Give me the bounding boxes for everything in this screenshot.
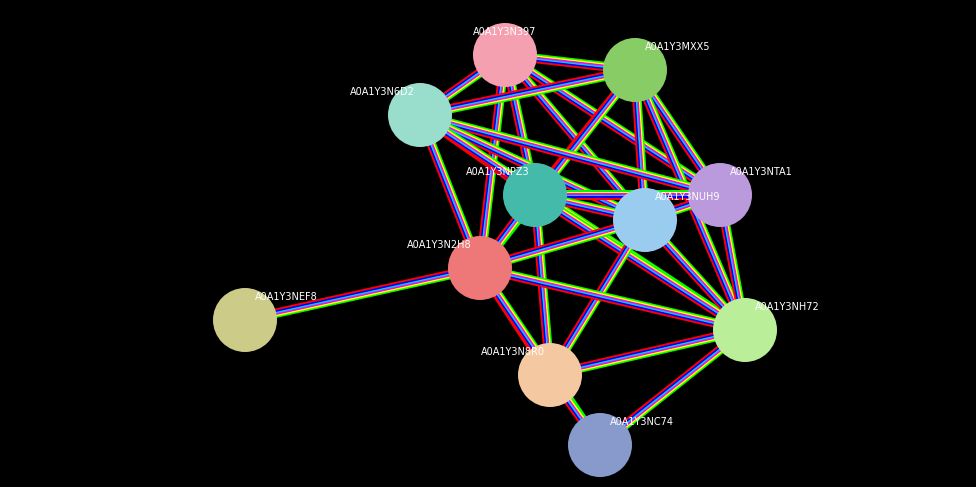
Circle shape [713,298,777,362]
Text: A0A1Y3N8R0: A0A1Y3N8R0 [481,347,545,357]
Text: A0A1Y3MXX5: A0A1Y3MXX5 [645,42,711,52]
Text: A0A1Y3NUH9: A0A1Y3NUH9 [655,192,720,202]
Circle shape [213,288,277,352]
Text: A0A1Y3NC74: A0A1Y3NC74 [610,417,674,427]
Text: A0A1Y3NPZ3: A0A1Y3NPZ3 [467,167,530,177]
Text: A0A1Y3NEF8: A0A1Y3NEF8 [255,292,318,302]
Circle shape [388,83,452,147]
Circle shape [448,236,512,300]
Text: A0A1Y3N6D2: A0A1Y3N6D2 [350,87,415,97]
Text: A0A1Y3N397: A0A1Y3N397 [473,27,537,37]
Circle shape [473,23,537,87]
Circle shape [568,413,632,477]
Circle shape [503,163,567,227]
Circle shape [688,163,752,227]
Circle shape [613,188,677,252]
Text: A0A1Y3NH72: A0A1Y3NH72 [755,302,820,312]
Text: A0A1Y3N2H8: A0A1Y3N2H8 [407,240,472,250]
Text: A0A1Y3NTA1: A0A1Y3NTA1 [730,167,793,177]
Circle shape [603,38,667,102]
Circle shape [518,343,582,407]
